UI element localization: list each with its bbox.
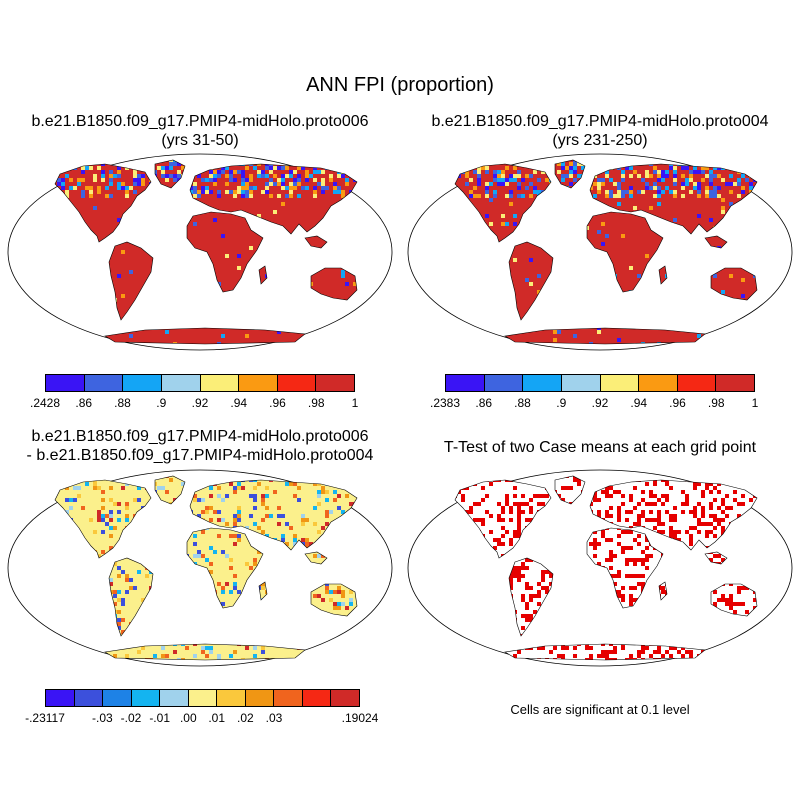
case1-colorbar-swatch — [239, 375, 278, 391]
diff-colorbar-swatch — [160, 690, 189, 706]
coastlines — [454, 159, 758, 345]
case1-colorbar-tick-label: .9 — [156, 396, 167, 410]
case1-colorbar-swatch — [277, 375, 317, 391]
diff-colorbar-tick-label: .00 — [179, 711, 197, 725]
diff-colorbar-swatch — [245, 690, 275, 706]
case1-colorbar-tick-label: .88 — [114, 396, 131, 410]
case1-colorbar-swatch — [123, 375, 162, 391]
diff-colorbar-swatch — [74, 690, 104, 706]
case1-colorbar-swatch — [200, 375, 240, 391]
case2-colorbar-tick-label: .9 — [556, 396, 567, 410]
case2-colorbar-swatch — [677, 375, 717, 391]
case2-title: b.e21.B1850.f09_g17.PMIP4-midHolo.proto0… — [405, 112, 795, 150]
australia-landmass — [711, 584, 757, 616]
eurasia-landmass — [190, 480, 357, 550]
south-america-landmass — [109, 242, 153, 320]
case1-colorbar-tick-label: .94 — [230, 396, 248, 410]
case2-colorbar-swatch — [600, 375, 640, 391]
ttest-map — [407, 469, 793, 667]
case2-colorbar-swatch — [716, 375, 754, 391]
case2-colorbar-swatch — [446, 375, 485, 391]
case1-colorbar — [45, 374, 355, 392]
diff-colorbar-tick-label: .03 — [265, 711, 283, 725]
diff-colorbar-swatch — [217, 690, 246, 706]
diff-colorbar-swatch — [331, 690, 360, 706]
ttest-title: T-Test of two Case means at each grid po… — [443, 439, 757, 456]
case1-colorbar-labels: .2428 .86 .88 .9 .92 .94 .96 .98 1 — [30, 396, 358, 412]
case2-title-line2: (yrs 231-250) — [552, 132, 648, 149]
diff-colorbar-tick-label: -.02 — [120, 711, 142, 725]
diff-colorbar-tick-label: -.03 — [91, 711, 113, 725]
case1-title: b.e21.B1850.f09_g17.PMIP4-midHolo.proto0… — [5, 112, 395, 150]
diff-colorbar-tick-label: .01 — [208, 711, 226, 725]
case2-colorbar-swatch — [484, 375, 524, 391]
australia-landmass — [311, 268, 357, 300]
coastlines — [54, 159, 358, 345]
case1-colorbar-tick-label: .86 — [75, 396, 93, 410]
africa-landmass — [187, 528, 263, 608]
case2-colorbar-tick-label: .98 — [707, 396, 725, 410]
madagascar-landmass — [659, 266, 667, 284]
case2-colorbar-tick-label: .2383 — [429, 396, 461, 410]
diff-colorbar-tick-label: -.23117 — [25, 711, 65, 725]
south-america-landmass — [509, 242, 553, 320]
case2-colorbar — [445, 374, 755, 392]
case1-colorbar-swatch — [46, 375, 85, 391]
antarctica-landmass — [105, 328, 305, 344]
case2-colorbar-tick-label: .94 — [630, 396, 648, 410]
case2-title-line1: b.e21.B1850.f09_g17.PMIP4-midHolo.proto0… — [431, 113, 769, 130]
case1-title-line1: b.e21.B1850.f09_g17.PMIP4-midHolo.proto0… — [31, 113, 369, 130]
case2-colorbar-tick-label: 1 — [751, 396, 759, 410]
diff-colorbar-swatch — [103, 690, 132, 706]
case2-colorbar-swatch — [561, 375, 601, 391]
greenland-landmass — [155, 476, 185, 504]
diff-map — [7, 469, 393, 667]
case2-colorbar-tick-label: .88 — [514, 396, 531, 410]
africa-landmass — [587, 528, 663, 608]
case1-colorbar-tick-label: .96 — [269, 396, 286, 410]
eurasia-landmass — [590, 164, 757, 234]
case1-colorbar-tick-label: .92 — [191, 396, 209, 410]
diff-colorbar-swatch — [46, 690, 75, 706]
diff-colorbar-tick-label: -.01 — [149, 711, 170, 725]
diff-colorbar-tick-label: .19024 — [341, 711, 379, 725]
diff-colorbar-swatch — [274, 690, 303, 706]
case2-colorbar-swatch — [639, 375, 678, 391]
diff-colorbar-tick-label: .02 — [236, 711, 254, 725]
diff-colorbar-swatch — [188, 690, 218, 706]
case1-title-line2: (yrs 31-50) — [161, 132, 239, 149]
diff-colorbar-labels: -.23117 -.03 -.02 -.01 .00 .01 .02 .03 .19024 — [25, 711, 378, 727]
case1-colorbar-tick-label: .98 — [307, 396, 325, 410]
diff-colorbar — [45, 689, 360, 707]
case1-colorbar-swatch — [161, 375, 201, 391]
case1-colorbar-tick-label: .2428 — [29, 396, 61, 410]
diff-title-line2: - b.e21.B1850.f09_g17.PMIP4-midHolo.prot… — [26, 447, 374, 464]
case2-colorbar-swatch — [523, 375, 562, 391]
africa-landmass — [587, 212, 663, 292]
coastlines — [454, 475, 758, 661]
case1-colorbar-tick-label: 1 — [351, 396, 359, 410]
case1-colorbar-swatch — [316, 375, 354, 391]
madagascar-landmass — [259, 266, 267, 284]
case1-colorbar-swatch — [84, 375, 124, 391]
case2-colorbar-tick-label: .92 — [591, 396, 609, 410]
diff-colorbar-swatch — [131, 690, 161, 706]
significance-note: Cells are significant at 0.1 level — [510, 702, 690, 717]
main-title: ANN FPI (proportion) — [306, 74, 494, 96]
diff-title: b.e21.B1850.f09_g17.PMIP4-midHolo.proto0… — [5, 427, 395, 465]
case2-map — [407, 153, 793, 351]
diff-colorbar-swatch — [302, 690, 332, 706]
case2-colorbar-tick-label: .96 — [669, 396, 686, 410]
diff-title-line1: b.e21.B1850.f09_g17.PMIP4-midHolo.proto0… — [31, 428, 369, 445]
case2-colorbar-tick-label: .86 — [475, 396, 493, 410]
africa-landmass — [187, 212, 263, 292]
case1-map — [7, 153, 393, 351]
case2-colorbar-labels: .2383 .86 .88 .9 .92 .94 .96 .98 1 — [430, 396, 758, 412]
coastlines — [54, 475, 358, 661]
